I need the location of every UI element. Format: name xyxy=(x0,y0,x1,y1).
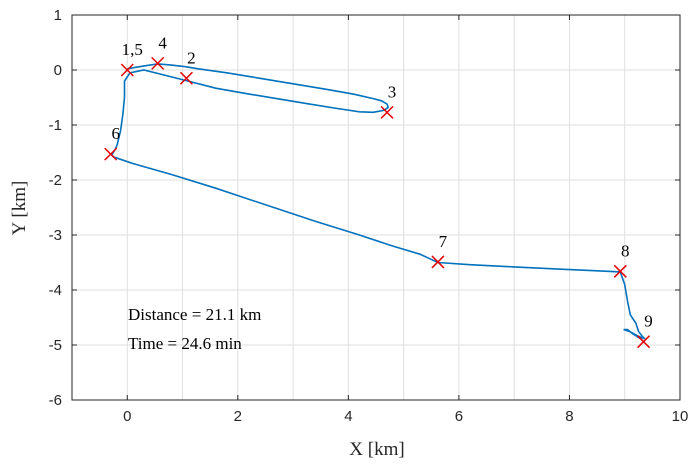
waypoint-labels: 1,5 4 2 3 6 7 8 9 xyxy=(111,33,652,330)
x-tick-label: 10 xyxy=(672,408,689,425)
y-tick-label: -6 xyxy=(49,392,62,409)
x-tick-label: 6 xyxy=(455,408,463,425)
waypoint-marker xyxy=(120,63,134,77)
waypoint-label: 4 xyxy=(158,33,167,52)
distance-annotation: Distance = 21.1 km xyxy=(128,305,261,324)
waypoint-marker xyxy=(104,147,118,161)
waypoint-marker xyxy=(613,264,627,278)
waypoint-marker xyxy=(431,255,445,269)
x-tick-label: 0 xyxy=(123,408,131,425)
y-tick-label: -1 xyxy=(49,117,62,134)
y-tick-label: -4 xyxy=(49,282,62,299)
waypoint-markers xyxy=(104,56,651,349)
plot-frame xyxy=(71,14,681,401)
x-tick-label: 8 xyxy=(565,408,573,425)
waypoint-label: 3 xyxy=(388,82,397,101)
x-axis-title: X [km] xyxy=(349,439,404,460)
waypoint-label: 2 xyxy=(187,48,196,67)
y-tick-label: -3 xyxy=(49,227,62,244)
waypoint-marker xyxy=(179,71,193,85)
x-tick-label: 4 xyxy=(344,408,352,425)
y-tick-label: 1 xyxy=(54,7,62,24)
trajectory-line xyxy=(110,63,647,343)
waypoint-marker xyxy=(380,105,394,119)
grid xyxy=(72,15,680,400)
waypoint-label: 9 xyxy=(644,312,653,331)
waypoint-label: 7 xyxy=(439,232,448,251)
y-tick-label: 0 xyxy=(54,62,62,79)
x-tick-label: 2 xyxy=(234,408,242,425)
waypoint-marker xyxy=(636,335,651,349)
y-tick-label: -2 xyxy=(49,172,62,189)
waypoint-label: 1,5 xyxy=(122,40,143,59)
time-annotation: Time = 24.6 min xyxy=(128,334,242,353)
y-tick-label: -5 xyxy=(49,337,62,354)
waypoint-marker xyxy=(151,56,165,70)
waypoint-label: 8 xyxy=(621,241,630,260)
y-axis-title: Y [km] xyxy=(9,181,30,236)
waypoint-label: 6 xyxy=(111,124,120,143)
